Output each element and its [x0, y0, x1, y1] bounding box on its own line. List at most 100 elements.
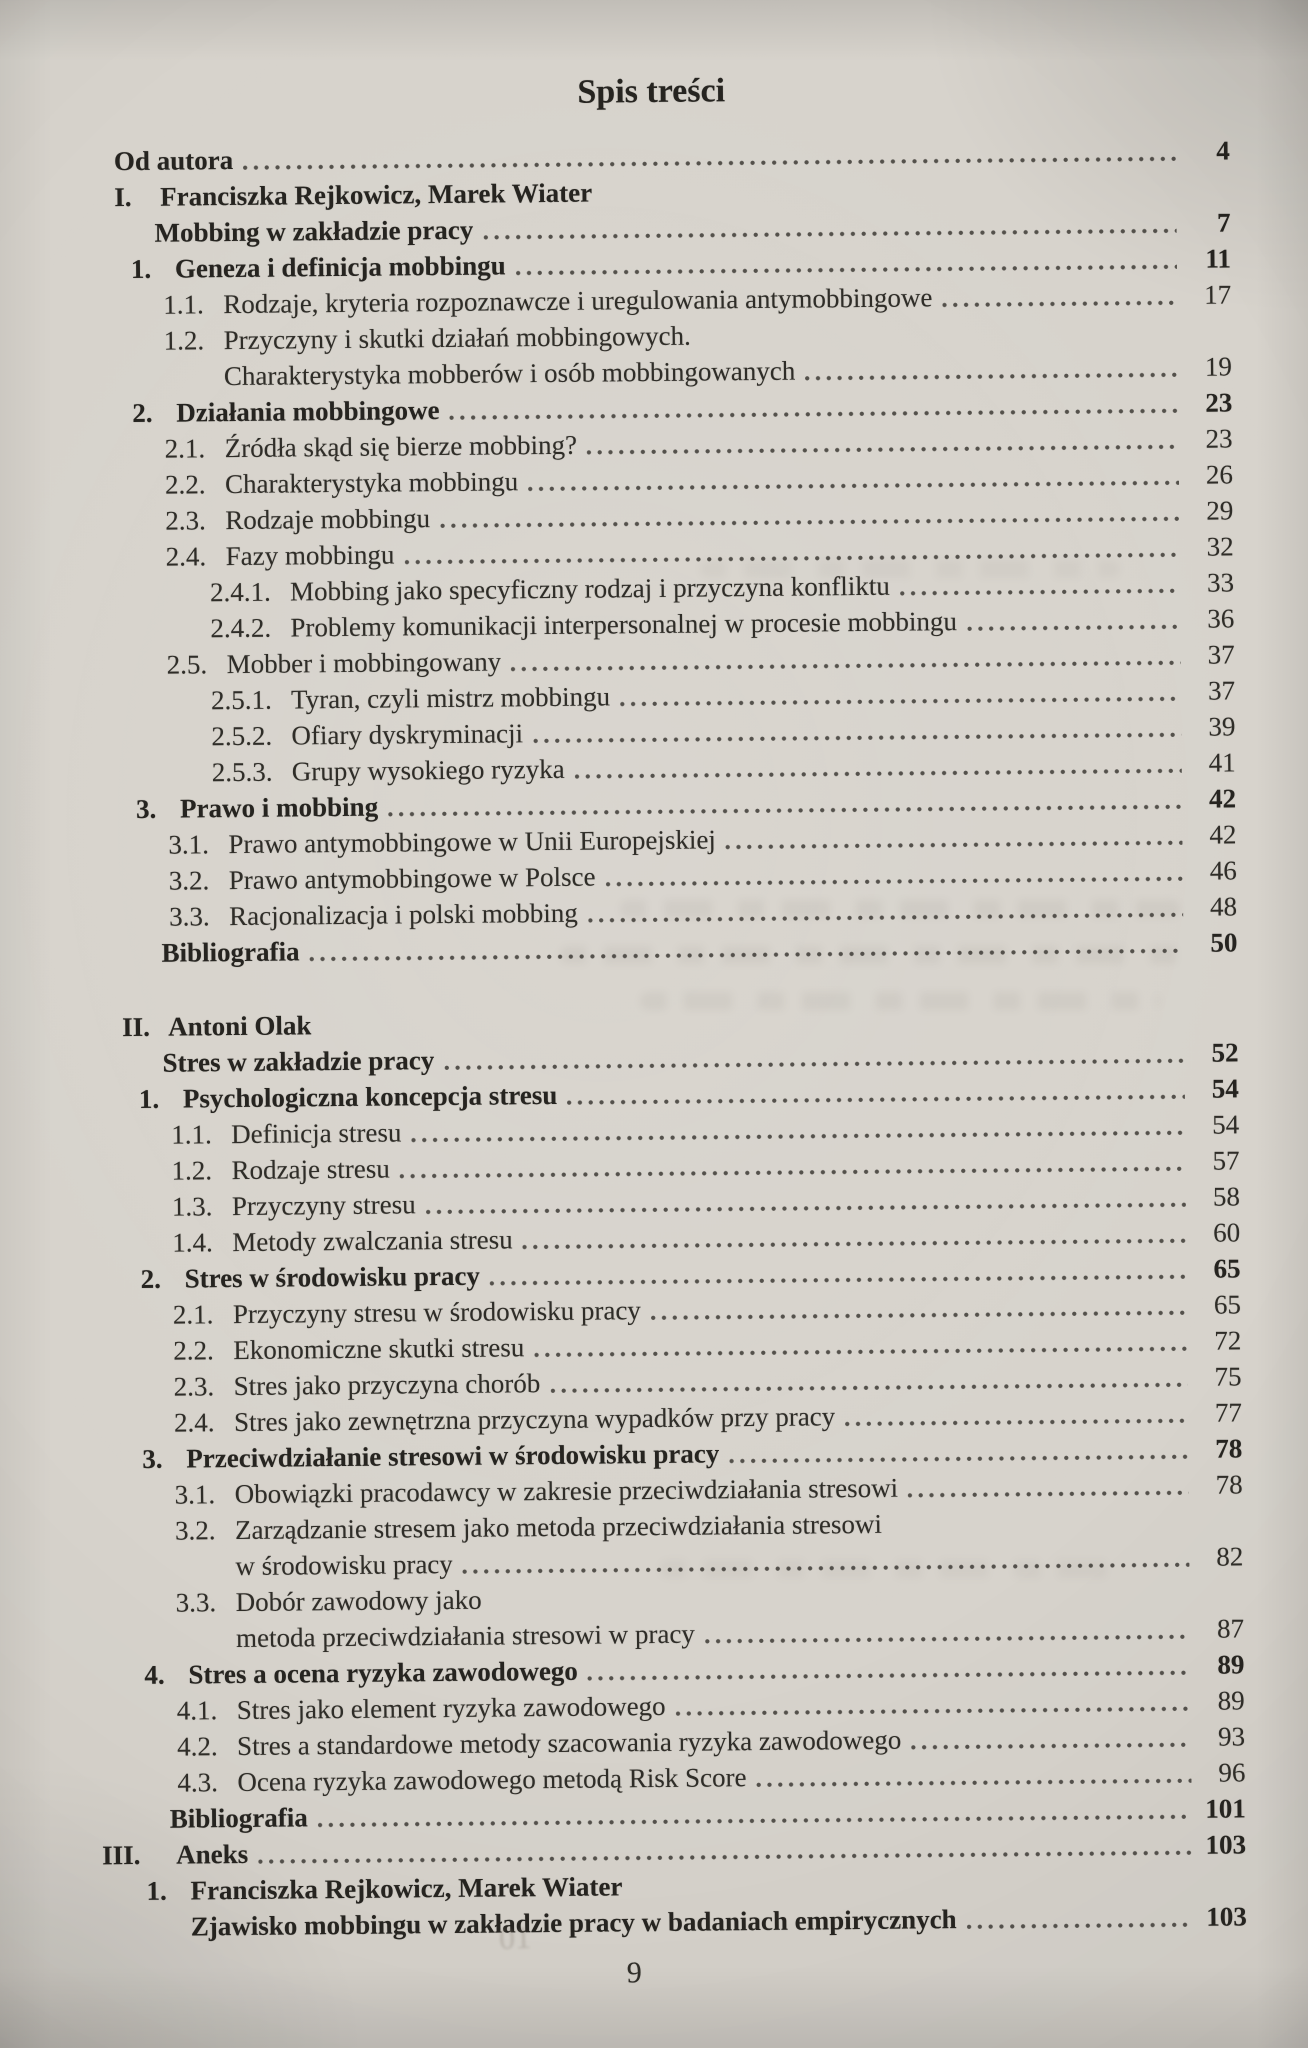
toc-entry-text: Definicja stresu	[231, 1117, 402, 1150]
toc-entry-text: Stres w środowisku pracy	[184, 1260, 481, 1294]
dot-leader	[489, 1273, 1187, 1287]
toc-page-number: 87	[1216, 1613, 1245, 1644]
toc-number-label: 3.1.	[168, 829, 210, 860]
toc-page-number: 101	[1205, 1793, 1246, 1824]
toc-number-label: 2.1.	[172, 1299, 214, 1330]
toc-entry-text: Problemy komunikacji interpersonalnej w …	[290, 606, 958, 643]
dot-leader	[388, 803, 1183, 818]
dot-leader	[425, 1201, 1186, 1216]
toc-page-number: 77	[1214, 1397, 1243, 1428]
toc-page-number: 48	[1209, 891, 1238, 922]
toc-page-number: 50	[1210, 927, 1238, 958]
toc-entry-text: Źródła skąd się bierze mobbing?	[224, 429, 578, 464]
toc-number-label: 2.2.	[164, 469, 206, 500]
toc-number-label: 2.	[132, 397, 153, 428]
toc-entry-text: Stres jako przyczyna chorób	[233, 1368, 541, 1402]
toc-page-number: 65	[1213, 1289, 1242, 1320]
toc-number-label: 3.1.	[174, 1479, 216, 1510]
toc-entry-text: Ocena ryzyka zawodowego metodą Risk Scor…	[237, 1762, 747, 1798]
toc-entry-text: Dobór zawodowy jako	[235, 1584, 482, 1618]
toc-number-label: 2.5.1.	[210, 684, 272, 716]
toc-entry-text: Przyczyny i skutki działań mobbingowych.	[223, 320, 691, 356]
dot-leader	[440, 515, 1180, 530]
dot-leader	[243, 155, 1176, 171]
toc-number-label: 3.2.	[174, 1515, 216, 1546]
dot-leader	[258, 1849, 1193, 1865]
toc-entry-text: Metody zwalczania stresu	[232, 1224, 513, 1258]
toc-entry-text: metoda przeciwdziałania stresowi w pracy	[235, 1618, 695, 1654]
toc-page-number: 42	[1209, 819, 1237, 850]
toc-entry-text: Przeciwdziałanie stresowi w środowisku p…	[186, 1438, 720, 1474]
toc-page-number: 89	[1217, 1649, 1245, 1680]
toc-number-label: 3.3.	[168, 901, 210, 932]
toc-entry-text: Aneks	[175, 1838, 249, 1870]
dot-leader	[574, 767, 1182, 780]
toc-entry-text: Stres jako element ryzyka zawodowego	[236, 1690, 666, 1726]
toc-page-number: 32	[1206, 531, 1234, 562]
dot-leader	[309, 947, 1184, 963]
toc-number-label: 2.2.	[173, 1335, 214, 1366]
toc-page-number: 93	[1217, 1721, 1246, 1752]
toc-page-number: 78	[1215, 1433, 1243, 1464]
dot-leader	[911, 1741, 1192, 1751]
toc-entry-text: Bibliografia	[169, 1802, 308, 1834]
toc-number-label: 4.2.	[176, 1731, 218, 1762]
toc-number-label: 2.3.	[165, 505, 206, 536]
toc-page-number: 23	[1205, 423, 1233, 454]
dot-leader	[805, 371, 1179, 382]
dot-leader	[511, 659, 1181, 673]
toc-page-number: 82	[1216, 1541, 1244, 1572]
dot-leader	[411, 1129, 1186, 1144]
toc-page-number: 96	[1218, 1757, 1246, 1788]
toc-page-number: 37	[1207, 675, 1236, 706]
dot-leader	[899, 587, 1181, 597]
dot-leader	[533, 731, 1182, 745]
dot-leader	[756, 1777, 1192, 1789]
toc-number-label: 1.	[138, 1083, 160, 1114]
toc-number-label: 2.4.	[165, 541, 207, 572]
dot-leader	[650, 1309, 1188, 1322]
toc-number-label: 2.4.	[173, 1407, 215, 1438]
dot-leader	[587, 911, 1184, 924]
dot-leader	[908, 1489, 1189, 1499]
dot-leader	[704, 1633, 1191, 1645]
dot-leader	[620, 695, 1182, 708]
dot-leader	[567, 1093, 1185, 1106]
toc-entry-text: Rodzaje, kryteria rozpoznawcze i uregulo…	[223, 282, 933, 320]
toc-page-number: 26	[1205, 459, 1234, 490]
ghost-bleedthrough-text: 01	[498, 1918, 532, 1957]
toc-entry-text: Mobbing jako specyficzny rodzaj i przycz…	[289, 570, 890, 607]
toc-entry-text: Mobbing w zakładzie pracy	[154, 214, 474, 248]
toc-page-number: 72	[1214, 1325, 1242, 1356]
toc-number-label: 1.1.	[171, 1119, 212, 1150]
dot-leader	[534, 1345, 1188, 1359]
toc-page-number: 33	[1206, 567, 1235, 598]
toc-number-label: 1.1.	[163, 289, 204, 320]
toc-page-number: 36	[1207, 603, 1235, 634]
toc-page-number: 103	[1206, 1901, 1247, 1932]
toc-entry-text: Przyczyny stresu w środowisku pracy	[232, 1295, 642, 1330]
toc-entry-text: Prawo antymobbingowe w Polsce	[228, 861, 596, 896]
toc-number-label: 2.4.2.	[210, 612, 272, 644]
toc-entry-text: Antoni Olak	[168, 1010, 312, 1042]
toc-number-label: 2.4.1.	[209, 576, 271, 608]
toc-entry-text: Stres a ocena ryzyka zawodowego	[188, 1655, 578, 1690]
page-title: Spis treści	[577, 72, 726, 111]
toc-number-label: 3.	[142, 1443, 163, 1474]
toc-entry-text: Prawo antymobbingowe w Unii Europejskiej	[228, 824, 717, 860]
toc-number-label: 1.4.	[172, 1227, 213, 1258]
toc-entry-text: Bibliografia	[161, 936, 300, 968]
dot-leader	[605, 875, 1183, 888]
toc-entry-text: Tyran, czyli mistrz mobbingu	[290, 681, 611, 715]
toc-page-number: 39	[1208, 711, 1236, 742]
toc-page-number: 11	[1205, 243, 1232, 274]
page-footer-number: 9	[626, 1956, 642, 1990]
toc-page-number: 65	[1213, 1253, 1241, 1284]
toc-number-label: 2.3.	[173, 1371, 215, 1402]
toc-entry-text: Od autora	[113, 145, 234, 177]
toc-number-label: 2.5.	[166, 649, 208, 680]
toc-number-label: 1.3.	[171, 1191, 213, 1222]
toc-number-label: II.	[122, 1011, 151, 1043]
dot-leader	[675, 1705, 1191, 1717]
